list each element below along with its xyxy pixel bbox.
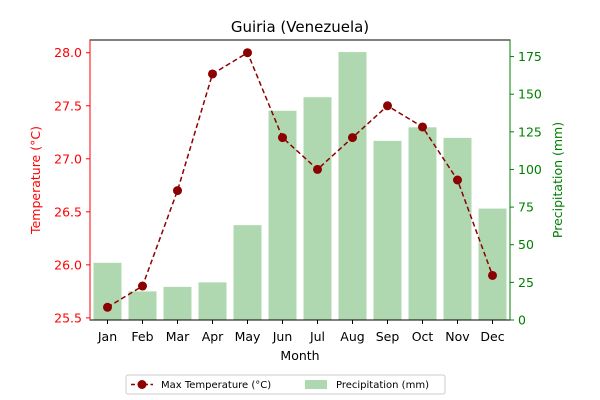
temperature-point [453, 175, 462, 185]
x-tick-label: Sep [376, 329, 400, 344]
y-left-tick-label: 28.0 [54, 45, 82, 60]
x-tick-label: Dec [480, 329, 504, 344]
y-right-tick-label: 150 [518, 87, 542, 102]
x-axis-label: Month [280, 348, 319, 363]
temperature-point [313, 164, 322, 174]
y-right-tick-label: 125 [518, 124, 542, 139]
y-left-tick-label: 26.5 [54, 204, 82, 219]
y-right-tick-label: 175 [518, 49, 542, 64]
legend-precipitation-label: Precipitation (mm) [336, 380, 429, 391]
legend-temperature-marker [137, 380, 147, 389]
x-tick-label: Aug [340, 329, 364, 344]
temperature-point [348, 133, 357, 143]
y-left-tick-label: 27.5 [54, 98, 82, 113]
precipitation-bar [303, 97, 332, 320]
chart-title: Guiria (Venezuela) [231, 18, 369, 36]
x-tick-label: Oct [412, 329, 434, 344]
y-left-tick-label: 25.5 [54, 310, 82, 325]
temperature-point [208, 69, 217, 79]
temperature-point [488, 270, 497, 280]
precipitation-bar [198, 282, 227, 320]
x-tick-label: Jun [272, 329, 293, 344]
y-right-tick-label: 75 [518, 200, 534, 215]
temperature-line [103, 48, 497, 312]
y-right-tick-label: 50 [518, 237, 534, 252]
y-axis-right: 0 25 50 75 100 125 150 175 [509, 40, 542, 328]
precipitation-bar [338, 52, 367, 321]
temperature-point [418, 122, 427, 132]
precipitation-bar [478, 208, 507, 320]
y-axis-right-label: Precipitation (mm) [550, 122, 565, 238]
x-tick-label: Jul [309, 329, 325, 344]
temperature-point [103, 302, 112, 312]
precipitation-bar [373, 140, 402, 320]
precipitation-bar [268, 110, 297, 320]
x-tick-label: Nov [445, 329, 470, 344]
y-axis-left-label: Temperature (°C) [28, 126, 43, 235]
x-tick-label: Mar [166, 329, 190, 344]
precipitation-bars [93, 52, 507, 321]
y-left-tick-label: 26.0 [54, 257, 82, 272]
legend-frame [125, 374, 446, 395]
x-tick-label: Jan [97, 329, 117, 344]
temperature-point [278, 133, 287, 143]
y-axis-left: 25.5 26.0 26.5 27.0 27.5 28.0 [54, 40, 91, 325]
legend: Max Temperature (°C) Precipitation (mm) [125, 374, 446, 395]
precipitation-bar [163, 286, 192, 320]
x-axis: Jan Feb Mar Apr May Jun Jul Aug Sep Oct Nov Dec [97, 320, 505, 344]
precipitation-bar [128, 291, 157, 320]
precipitation-bar [443, 137, 472, 320]
y-right-tick-label: 25 [518, 275, 534, 290]
precipitation-bar [233, 225, 262, 320]
temperature-point [173, 186, 182, 196]
precipitation-bar [408, 127, 437, 320]
temperature-series-line [107, 51, 494, 308]
y-left-tick-label: 27.0 [54, 151, 82, 166]
y-right-tick-label: 0 [518, 313, 526, 328]
temperature-point [243, 48, 252, 58]
y-right-tick-label: 100 [518, 162, 542, 177]
x-tick-label: May [235, 329, 261, 344]
temperature-point [383, 101, 392, 111]
x-tick-label: Feb [131, 329, 153, 344]
legend-precipitation-swatch [305, 380, 327, 389]
temperature-point [138, 281, 147, 291]
x-tick-label: Apr [202, 329, 224, 344]
legend-temperature-label: Max Temperature (°C) [161, 380, 271, 391]
